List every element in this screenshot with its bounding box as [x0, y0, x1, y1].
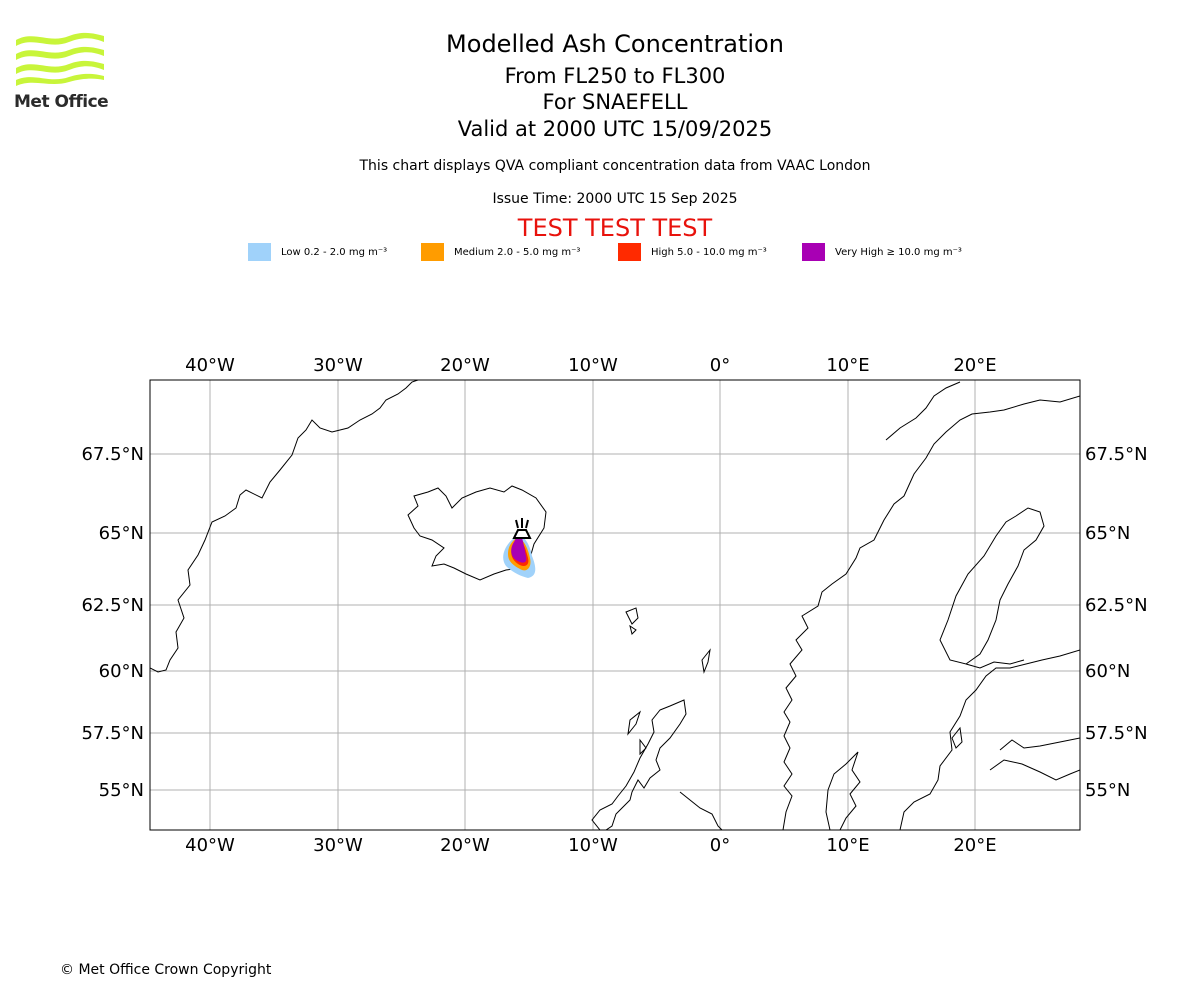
legend-item-high: High 5.0 - 10.0 mg m⁻³: [618, 243, 767, 261]
lon-labels-bottom: 40°W 30°W 20°W 10°W 0° 10°E 20°E: [185, 835, 996, 856]
lon-label-bottom: 40°W: [185, 835, 235, 856]
flight-level-range: From FL250 to FL300: [504, 64, 726, 88]
baltic-states: [989, 759, 1080, 781]
sweden-coast: [899, 649, 1080, 830]
lon-label-bottom: 20°E: [953, 835, 996, 856]
test-banner: TEST TEST TEST: [517, 214, 713, 242]
legend-item-very-high: Very High ≥ 10.0 mg m⁻³: [802, 243, 962, 261]
lon-label-top: 40°W: [185, 355, 235, 376]
shetland-islands: [701, 648, 711, 674]
hebrides: [627, 710, 647, 756]
lon-label-top: 20°W: [440, 355, 490, 376]
legend-item-medium: Medium 2.0 - 5.0 mg m⁻³: [421, 243, 580, 261]
lat-label-left: 55°N: [99, 780, 144, 801]
lon-label-top: 0°: [710, 355, 730, 376]
copyright-notice: © Met Office Crown Copyright: [60, 962, 272, 978]
lat-label-left: 65°N: [99, 523, 144, 544]
plume-very-high: [511, 533, 527, 563]
legend-label-very-high: Very High ≥ 10.0 mg m⁻³: [835, 246, 962, 258]
lat-label-right: 67.5°N: [1085, 444, 1148, 465]
ash-concentration-map: 40°W 30°W 20°W 10°W 0° 10°E 20°E 40°W 30…: [81, 355, 1148, 856]
legend-item-low: Low 0.2 - 2.0 mg m⁻³: [248, 243, 387, 261]
lon-labels-top: 40°W 30°W 20°W 10°W 0° 10°E 20°E: [185, 355, 996, 376]
finland-coast: [965, 659, 1025, 669]
faroe-islands: [625, 607, 639, 635]
met-office-waves-logo: [16, 32, 104, 86]
lon-label-top: 10°W: [568, 355, 618, 376]
denmark-coast: [825, 751, 861, 830]
baltic-east-coast: [999, 737, 1080, 751]
compliance-note: This chart displays QVA compliant concen…: [359, 158, 871, 174]
lon-label-bottom: 10°W: [568, 835, 618, 856]
lon-label-top: 10°E: [826, 355, 869, 376]
lat-labels-left: 67.5°N 65°N 62.5°N 60°N 57.5°N 55°N: [81, 444, 144, 801]
volcano-name: For SNAEFELL: [542, 90, 688, 114]
lat-label-right: 65°N: [1085, 523, 1130, 544]
concentration-legend: Low 0.2 - 2.0 mg m⁻³ Medium 2.0 - 5.0 mg…: [0, 243, 1200, 265]
legend-label-medium: Medium 2.0 - 5.0 mg m⁻³: [454, 246, 581, 258]
lon-label-bottom: 30°W: [313, 835, 363, 856]
lat-label-right: 55°N: [1085, 780, 1130, 801]
lat-label-left: 67.5°N: [81, 444, 144, 465]
lat-labels-right: 67.5°N 65°N 62.5°N 60°N 57.5°N 55°N: [1085, 444, 1148, 801]
ash-plume: [503, 533, 536, 578]
issue-time: Issue Time: 2000 UTC 15 Sep 2025: [492, 191, 738, 207]
legend-label-low: Low 0.2 - 2.0 mg m⁻³: [281, 246, 388, 258]
scotland-coast: [591, 699, 687, 830]
iceland-coast: [407, 485, 547, 581]
valid-time: Valid at 2000 UTC 15/09/2025: [457, 117, 773, 141]
logo-text: Met Office: [14, 92, 109, 112]
legend-label-high: High 5.0 - 10.0 mg m⁻³: [651, 246, 767, 258]
england-east-coast: [679, 791, 723, 830]
lon-label-top: 20°E: [953, 355, 996, 376]
norway-coast: [782, 395, 1080, 830]
lat-label-left: 60°N: [99, 661, 144, 682]
lon-label-bottom: 20°W: [440, 835, 490, 856]
greenland-coast: [150, 380, 419, 673]
svalbard-mainland-north: [885, 381, 961, 441]
lon-label-top: 30°W: [313, 355, 363, 376]
coastlines: [150, 380, 1080, 830]
lat-label-left: 62.5°N: [81, 595, 144, 616]
gulf-of-bothnia: [939, 507, 1045, 665]
legend-swatch-low: [248, 243, 271, 261]
gotland: [951, 726, 963, 749]
lat-label-right: 57.5°N: [1085, 723, 1148, 744]
legend-swatch-medium: [421, 243, 444, 261]
legend-swatch-high: [618, 243, 641, 261]
lat-label-right: 62.5°N: [1085, 595, 1148, 616]
chart-title: Modelled Ash Concentration: [446, 30, 784, 58]
legend-swatch-very-high: [802, 243, 825, 261]
graticule: [150, 380, 1080, 830]
lon-label-bottom: 0°: [710, 835, 730, 856]
lat-label-right: 60°N: [1085, 661, 1130, 682]
lat-label-left: 57.5°N: [81, 723, 144, 744]
lon-label-bottom: 10°E: [826, 835, 869, 856]
map-frame: [149, 379, 1081, 831]
volcano-icon: [512, 518, 532, 539]
